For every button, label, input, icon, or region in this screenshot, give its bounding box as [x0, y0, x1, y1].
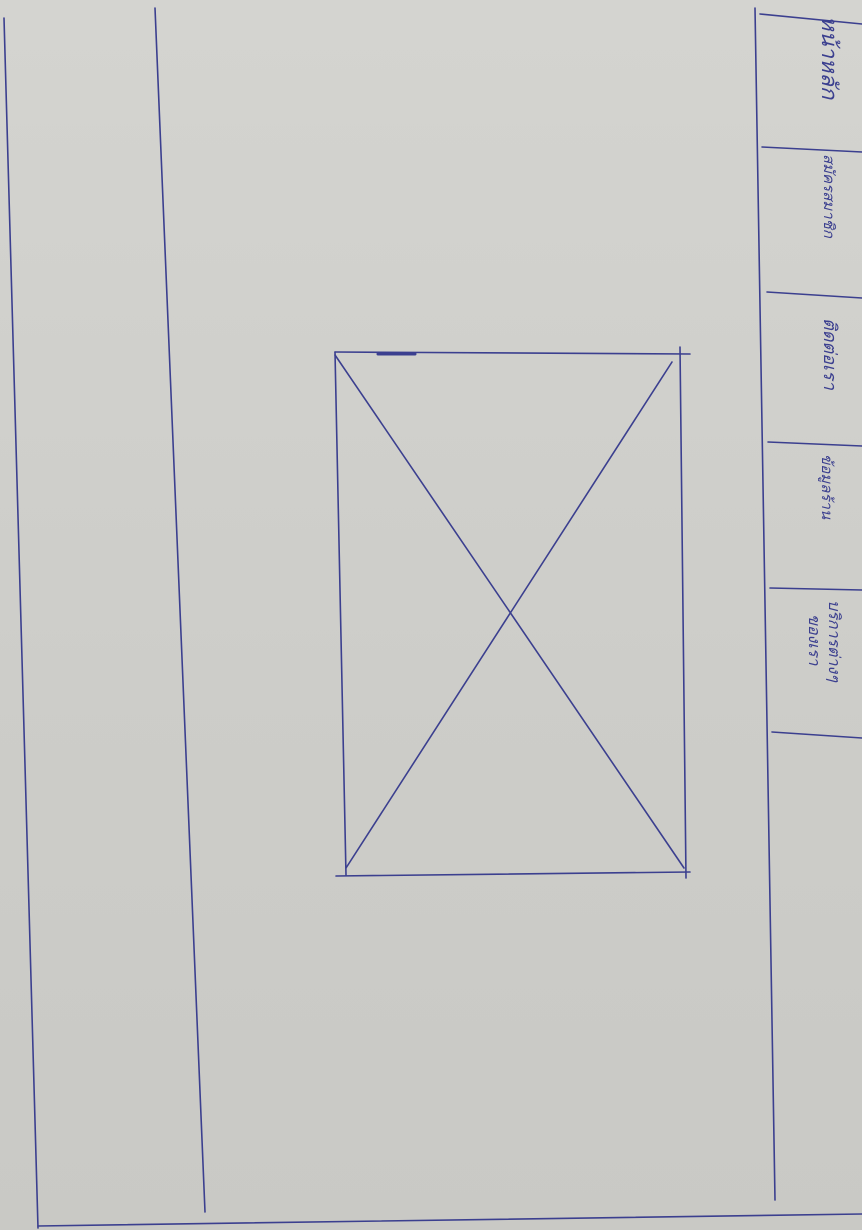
menu-item-about-label: ข้อมูลร้าน — [818, 454, 836, 520]
menu-item-services[interactable]: บริการต่างๆ ของเรา — [804, 600, 844, 682]
menu-separator-4 — [769, 587, 862, 591]
menu-separator-5 — [771, 731, 862, 739]
menu-item-rules[interactable]: ติดต่อเรา — [818, 318, 840, 390]
menu-item-home[interactable]: หน้าหลัก — [815, 16, 843, 99]
image-placeholder-icon — [334, 346, 691, 879]
menu-item-services-sublabel: ของเรา — [805, 614, 824, 666]
menubar-top-line — [759, 13, 862, 25]
menu-separator-3 — [767, 441, 862, 447]
sidebar-divider — [154, 7, 206, 1213]
menu-item-register[interactable]: สมัครสมาชิก — [819, 154, 838, 238]
menubar-edge — [754, 7, 776, 1201]
menu-item-services-label: บริการต่างๆ — [825, 600, 844, 682]
menu-item-rules-label: ติดต่อเรา — [819, 318, 840, 390]
frame-bottom-edge — [37, 1213, 862, 1227]
menu-item-home-label: หน้าหลัก — [816, 16, 841, 100]
menu-separator-1 — [761, 146, 862, 153]
menu-item-about[interactable]: ข้อมูลร้าน — [817, 454, 836, 519]
frame-left-edge — [3, 17, 39, 1229]
menu-item-register-label: สมัครสมาชิก — [820, 154, 838, 238]
menu-separator-2 — [766, 291, 862, 299]
